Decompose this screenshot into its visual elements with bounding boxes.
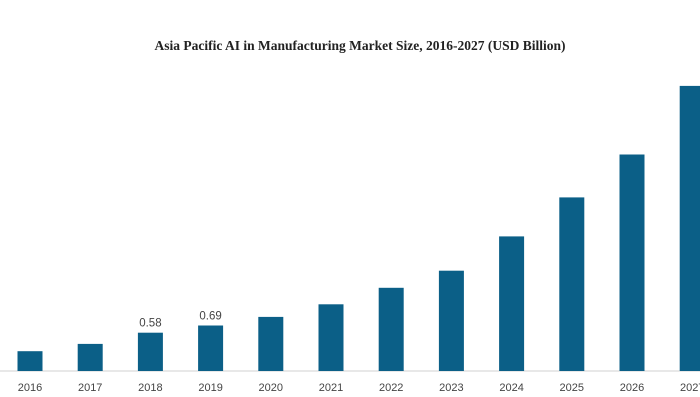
x-tick-label-2026: 2026: [620, 382, 644, 394]
x-tick-labels-group: 2016 2017 2018 2019 2020 2021 2022 2023 2024 2025…: [18, 382, 700, 394]
x-tick-label-2025: 2025: [560, 382, 584, 394]
bar-2024: [499, 236, 525, 371]
x-tick-label-2022: 2022: [379, 382, 403, 394]
bar-2021: [318, 304, 344, 371]
x-tick-label-2018: 2018: [138, 382, 162, 394]
bar-2022: [378, 287, 404, 371]
data-label-2018: 0.58: [139, 318, 161, 330]
x-tick-label-2019: 2019: [198, 382, 222, 394]
bar-2023: [438, 270, 464, 371]
bar-2018: [137, 332, 163, 371]
x-tick-label-2021: 2021: [319, 382, 343, 394]
chart-title: Asia Pacific AI in Manufacturing Market …: [154, 38, 566, 53]
bar-2016: [17, 351, 43, 371]
x-tick-label-2017: 2017: [78, 382, 102, 394]
x-tick-label-2023: 2023: [439, 382, 463, 394]
x-tick-label-2016: 2016: [18, 382, 42, 394]
bar-2019: [198, 325, 224, 371]
bar-2020: [258, 316, 284, 371]
bar-2027: [679, 85, 700, 372]
x-tick-label-2027: 2027: [680, 382, 700, 394]
bar-2017: [77, 343, 103, 371]
bar-2026: [619, 154, 645, 371]
data-labels-group: 0.58 0.69: [139, 311, 222, 330]
bar-2025: [559, 197, 585, 371]
x-tick-label-2024: 2024: [499, 382, 523, 394]
x-tick-label-2020: 2020: [259, 382, 283, 394]
bars-group: [17, 85, 700, 372]
data-label-2019: 0.69: [199, 311, 221, 323]
